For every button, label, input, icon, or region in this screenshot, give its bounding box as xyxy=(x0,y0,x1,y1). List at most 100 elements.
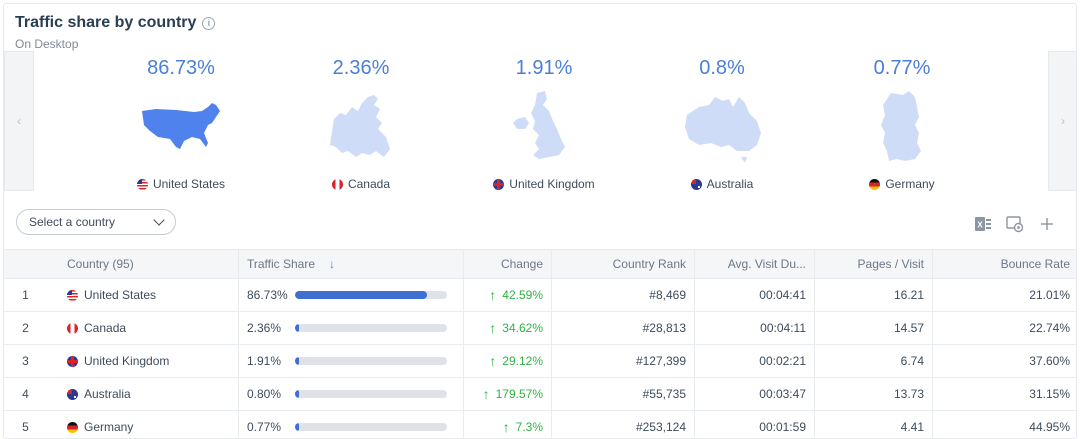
header-country-rank[interactable]: Country Rank xyxy=(552,250,695,278)
row-bounce-rate: 44.95% xyxy=(1029,420,1070,434)
carousel-share: 0.8% xyxy=(699,57,745,79)
carousel-country-label: Canada xyxy=(347,177,391,191)
row-change: ↑ 29.12% xyxy=(464,345,552,377)
row-traffic-share: 86.73% xyxy=(239,279,464,311)
us-flag-icon xyxy=(136,178,148,190)
row-country-label: Australia xyxy=(84,387,131,401)
carousel-prev-button[interactable]: ‹ xyxy=(4,51,34,191)
select-country-placeholder: Select a country xyxy=(29,215,116,229)
row-share-value: 86.73% xyxy=(247,288,288,302)
arrow-up-icon: ↑ xyxy=(489,353,497,369)
row-index: 1 xyxy=(22,288,29,302)
widget-subtitle: On Desktop xyxy=(15,37,79,51)
row-country[interactable]: United Kingdom xyxy=(59,345,239,377)
row-avg-visit-duration: 00:02:21 xyxy=(695,345,815,377)
carousel-card-australia: 0.8% Australia xyxy=(632,51,812,191)
carousel-share: 0.77% xyxy=(873,57,931,79)
carousel-country: Australia xyxy=(632,177,812,191)
row-change-value: 7.3% xyxy=(515,420,543,434)
carousel-country: Canada xyxy=(271,177,451,191)
settings-icon[interactable] xyxy=(1006,215,1024,233)
row-index: 3 xyxy=(22,354,29,368)
carousel-country-label: United Kingdom xyxy=(509,177,595,191)
carousel-country: United States xyxy=(91,177,271,191)
carousel-share: 1.91% xyxy=(515,57,573,79)
canada-map-icon xyxy=(330,95,390,157)
row-country[interactable]: Germany xyxy=(59,411,239,438)
carousel-country: United Kingdom xyxy=(454,177,634,191)
carousel-country-label: Germany xyxy=(885,177,935,191)
row-index: 5 xyxy=(22,420,29,434)
us-map-icon xyxy=(142,103,220,149)
share-bar-fill xyxy=(295,423,299,431)
chevron-down-icon xyxy=(153,214,165,226)
row-traffic-share: 0.80% xyxy=(239,378,464,410)
row-bounce-rate: 21.01% xyxy=(1029,288,1070,302)
row-index: 4 xyxy=(22,387,29,401)
row-avg-visit-duration: 00:04:41 xyxy=(695,279,815,311)
uk-map-icon xyxy=(513,91,565,159)
carousel-next-button[interactable]: › xyxy=(1048,51,1076,191)
carousel-card-united-states: 86.73% United States xyxy=(91,51,271,191)
info-icon[interactable]: i xyxy=(202,16,216,30)
australia-flag-icon xyxy=(690,178,702,190)
row-country-rank: #8,469 xyxy=(552,279,695,311)
row-avg-visit-duration: 00:03:47 xyxy=(695,378,815,410)
widget-title: Traffic share by country xyxy=(15,14,197,31)
row-country-rank: #55,735 xyxy=(552,378,695,410)
share-bar xyxy=(295,357,447,365)
row-pages-per-visit: 4.41 xyxy=(815,411,933,438)
row-index: 2 xyxy=(22,321,29,335)
share-bar-fill xyxy=(295,390,299,398)
table-row[interactable]: 1 United States 86.73% ↑ 42.59% #8,469 0… xyxy=(4,279,1076,312)
row-country-label: Germany xyxy=(84,420,134,434)
header-bounce-rate[interactable]: Bounce Rate xyxy=(1000,257,1070,271)
share-bar xyxy=(295,390,447,398)
row-country[interactable]: Australia xyxy=(59,378,239,410)
germany-map-icon xyxy=(881,91,921,161)
row-country[interactable]: Canada xyxy=(59,312,239,344)
header-change[interactable]: Change xyxy=(464,250,552,278)
share-bar-fill xyxy=(295,324,299,332)
row-country-rank: #253,124 xyxy=(552,411,695,438)
row-bounce-rate: 31.15% xyxy=(1029,387,1070,401)
carousel-country-label: United States xyxy=(152,177,226,191)
row-country-label: United Kingdom xyxy=(84,354,170,368)
select-country-dropdown[interactable]: Select a country xyxy=(16,209,176,235)
plus-icon[interactable] xyxy=(1038,215,1056,233)
title-row: Traffic share by country i xyxy=(15,14,216,32)
row-change: ↑ 179.57% xyxy=(464,378,552,410)
sort-down-icon: ↓ xyxy=(329,257,336,271)
carousel-card-canada: 2.36% Canada xyxy=(271,51,451,191)
table-row[interactable]: 4 Australia 0.80% ↑ 179.57% #55,735 00:0… xyxy=(4,378,1076,411)
carousel-card-united-kingdom: 1.91% United Kingdom xyxy=(454,51,634,191)
row-change-value: 34.62% xyxy=(502,321,543,335)
row-country-rank: #127,399 xyxy=(552,345,695,377)
header-index xyxy=(4,250,59,278)
us-flag-icon xyxy=(67,289,78,301)
row-country[interactable]: United States xyxy=(59,279,239,311)
table-row[interactable]: 2 Canada 2.36% ↑ 34.62% #28,813 00:04:11… xyxy=(4,312,1076,345)
row-pages-per-visit: 13.73 xyxy=(815,378,933,410)
row-change-value: 42.59% xyxy=(502,288,543,302)
row-share-value: 0.77% xyxy=(247,420,282,434)
header-traffic-share[interactable]: Traffic Share ↓ xyxy=(239,250,464,278)
arrow-up-icon: ↑ xyxy=(502,419,510,435)
table-row[interactable]: 3 United Kingdom 1.91% ↑ 29.12% #127,399… xyxy=(4,345,1076,378)
carousel-share: 2.36% xyxy=(332,57,390,79)
row-pages-per-visit: 6.74 xyxy=(815,345,933,377)
svg-text:X: X xyxy=(977,221,983,230)
germany-flag-icon xyxy=(67,421,78,433)
chevron-right-icon: › xyxy=(1061,114,1065,128)
traffic-share-card: Traffic share by country i On Desktop ‹ … xyxy=(3,3,1077,439)
header-avg-visit-duration[interactable]: Avg. Visit Du... xyxy=(695,250,815,278)
header-country[interactable]: Country (95) xyxy=(59,250,239,278)
table-header: Country (95) Traffic Share ↓ Change Count… xyxy=(4,249,1076,279)
arrow-up-icon: ↑ xyxy=(489,320,497,336)
table-row[interactable]: 5 Germany 0.77% ↑ 7.3% #253,124 00:01:59… xyxy=(4,411,1076,438)
excel-export-icon[interactable]: X xyxy=(974,215,992,233)
row-share-value: 2.36% xyxy=(247,321,282,335)
row-share-value: 1.91% xyxy=(247,354,282,368)
header-pages-per-visit[interactable]: Pages / Visit xyxy=(815,250,933,278)
uk-flag-icon xyxy=(67,355,78,367)
